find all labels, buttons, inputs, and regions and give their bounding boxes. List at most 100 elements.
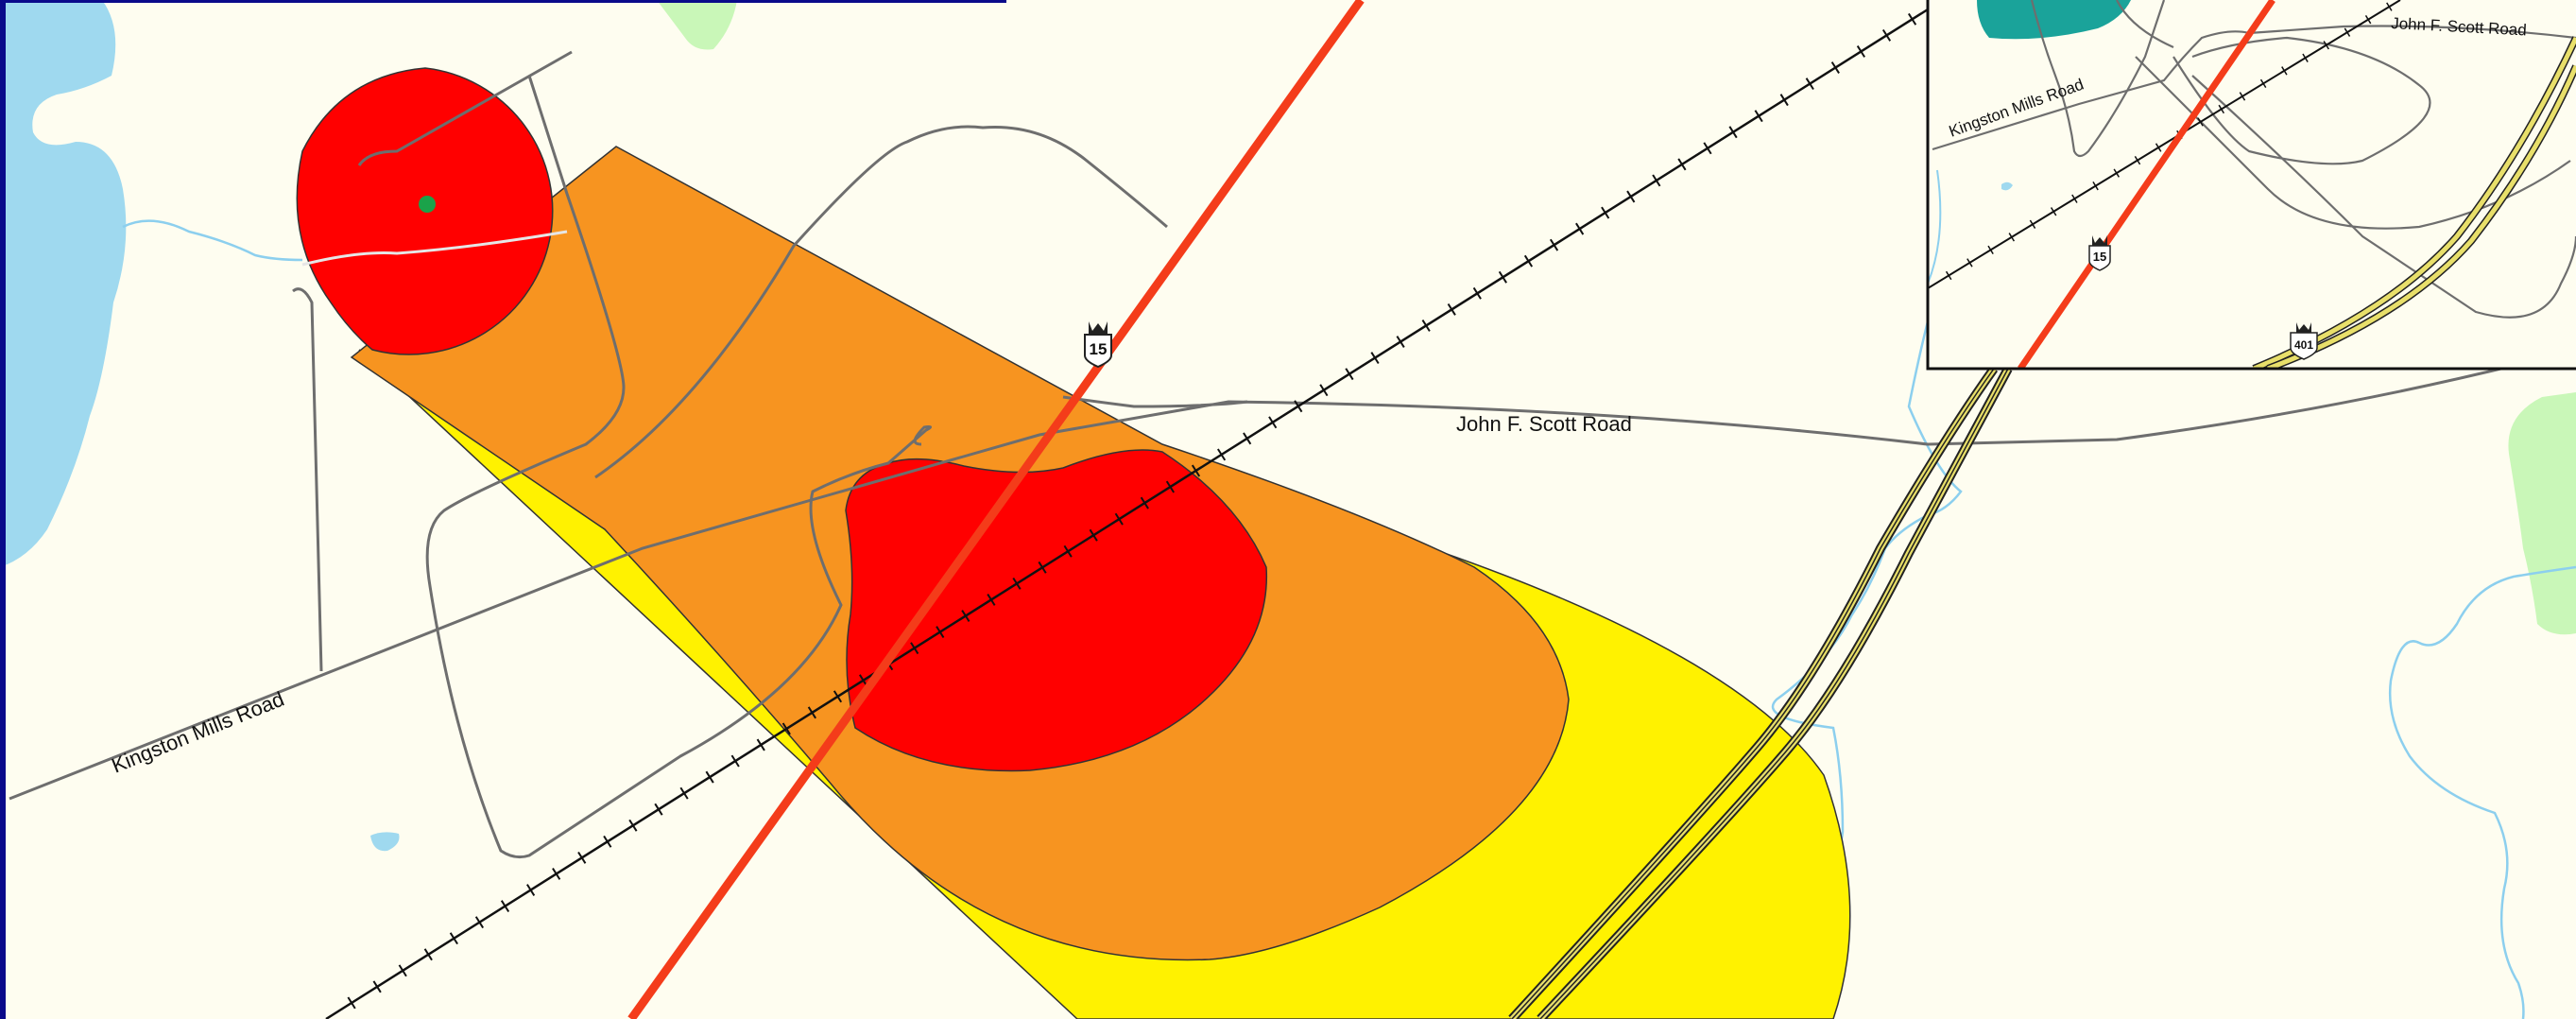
rail-tick [1966,258,1973,268]
rail-tick [1830,61,1840,74]
rail-tick [2239,92,2246,101]
rail-tick [1881,28,1892,42]
railway [325,8,1929,1019]
rail-tick [730,754,740,768]
inset-hwy15-number: 15 [2093,250,2106,264]
rail-tick [1728,126,1738,139]
rail-tick [1754,110,1763,123]
rail-tick [1472,286,1482,300]
rail-tick [1396,336,1405,348]
rail-tick [1945,270,1952,281]
rail-tick [552,868,561,880]
rail-tick [2302,53,2309,62]
stream-far-right [2388,565,2576,1019]
rail-tick [833,690,843,703]
rail-tick [1114,512,1124,526]
rail-tick [2323,41,2329,50]
rail-tick [2155,143,2162,152]
rail-tick [1856,45,1866,58]
inset-pond [2001,181,2013,191]
rail-tick [2197,117,2204,127]
rail-tick [628,819,638,832]
map-frame-left [0,0,6,1019]
highway-401 [1508,366,2013,1019]
rail-tick [2113,168,2121,178]
rail-tick [1652,174,1661,187]
rail-tick [1703,142,1712,155]
local-roads [9,50,2576,859]
rail-tick [1012,577,1022,590]
rail-tick [1987,245,1994,255]
road-west-spur [292,287,323,672]
rail-tick [807,706,816,719]
inset-hwy15-shield: 15 [2088,235,2111,271]
rail-tick [423,948,433,961]
inset-map[interactable]: 15 401 Kingston Mills Road John F. Scott… [1926,0,2576,371]
rail-tick [2281,66,2288,76]
rail-tick [1345,368,1354,381]
rail-tick [1447,302,1456,316]
road-loop-west [425,75,932,859]
rail-tick [1165,480,1176,493]
rail-tick [910,642,919,655]
rail-tick [449,932,458,945]
park-area-right [2508,392,2576,635]
rail-tick [1908,12,1917,26]
rail-tick [1089,528,1098,542]
hazard-zone-red-downwind [845,449,1268,772]
rail-tick [1523,254,1534,268]
rail-tick [961,610,970,622]
kingston-mills-road-line [9,348,2576,801]
rail-tick [1191,464,1201,477]
rail-tick [1549,238,1559,251]
rail-tick [577,851,587,864]
rail-tick [347,996,356,1010]
release-source-point[interactable] [419,196,436,213]
road-north-spur [357,50,573,166]
stream-left [122,219,303,262]
rail-tick [858,674,868,687]
rail-tick [1038,561,1047,574]
rail-tick [1805,78,1814,91]
hwy15-shield-number: 15 [1090,340,1108,358]
rail-tick [2071,194,2078,203]
rail-tick [936,626,945,639]
rail-tick [2050,207,2057,216]
rail-tick [2259,78,2267,89]
rail-tick [1294,400,1303,413]
rail-tick [2344,27,2351,37]
rail-tick [1370,352,1380,365]
road-loop-north [594,125,1168,479]
inset-highway-15 [2018,0,2275,369]
inset-teal-area [1977,0,2131,40]
inset-hwy401-number: 401 [2294,338,2313,352]
rail-tick [2029,219,2036,229]
rail-tick [1319,384,1329,397]
inset-railway [1928,0,2401,289]
rail-tick [1498,270,1507,284]
rail-tick [1268,416,1278,429]
map-frame-top [0,0,1006,3]
rail-tick [1677,158,1687,171]
inset-stream [1928,169,1942,285]
trail-line [301,230,568,267]
rail-tick [679,786,689,800]
rail-tick [987,594,996,606]
rail-tick [1217,448,1227,461]
inset-hwy401-shield: 401 [2290,322,2318,360]
rail-tick [781,722,791,735]
rail-tick [603,835,612,848]
rail-tick [2008,233,2016,242]
rail-tick [2092,181,2099,191]
john-f-scott-road-label: John F. Scott Road [1456,412,1632,436]
rail-tick [2218,104,2224,114]
rail-tick [1575,222,1585,235]
rail-tick [500,900,510,913]
road-east-link [1062,395,1248,408]
park-area-top [657,0,737,50]
rail-tick [756,738,765,751]
rail-tick [2134,155,2141,165]
rail-tick [474,916,485,929]
